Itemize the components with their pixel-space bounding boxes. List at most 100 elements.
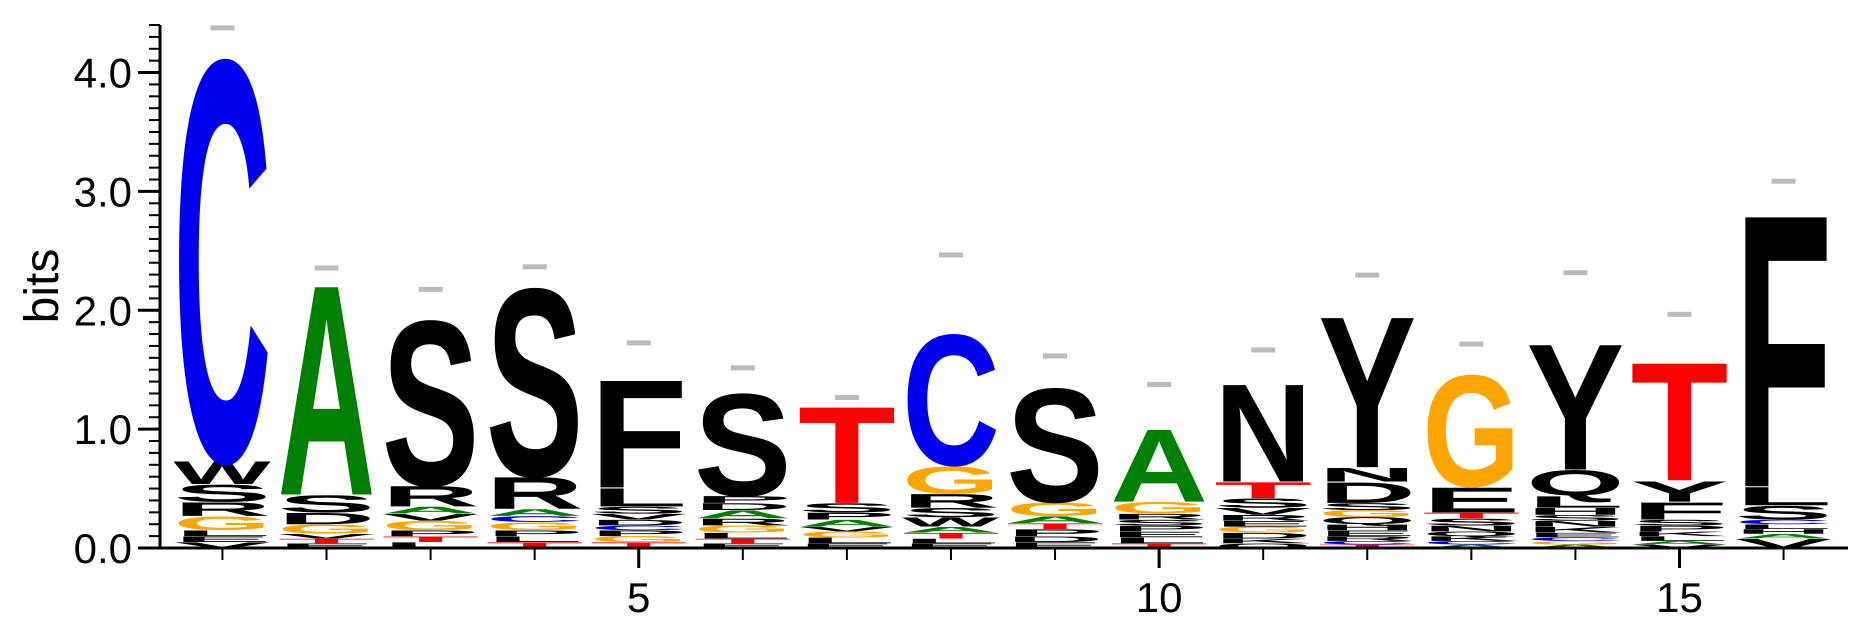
logo-letter-s-pos-5: S — [590, 505, 688, 516]
logo-letter-d-pos-2: D — [278, 510, 376, 528]
logo-letter-p-pos-6: P — [694, 494, 792, 505]
logo-letter-a-pos-4: A — [486, 507, 584, 518]
y-tick-label: 4.0 — [74, 50, 132, 97]
logo-letter-t-pos-10: T — [1110, 542, 1208, 549]
logo-letter-l-pos-16: L — [1735, 482, 1833, 511]
logo-letter-e-pos-13: E — [1422, 480, 1520, 520]
x-tick-label: 10 — [1136, 574, 1183, 621]
logo-letter-d-pos-9: D — [1006, 535, 1104, 544]
logo-letter-a-pos-3: A — [382, 505, 480, 516]
logo-letter-d-pos-5: D — [590, 518, 688, 527]
error-bar-pos-5 — [626, 340, 651, 346]
logo-letter-s-pos-8: S — [902, 505, 1000, 520]
axes: 0.0 1.0 2.0 3.0 4.0 5 10 15 bits — [16, 24, 1848, 621]
logo-letter-s-pos-3: S — [382, 271, 480, 535]
logo-letter-k-pos-14: K — [1526, 525, 1624, 534]
logo-letter-s-pos-14: S — [1526, 513, 1624, 522]
logo-letter-s-pos-16: S — [1735, 502, 1833, 524]
logo-letter-c-pos-12: C — [1318, 540, 1416, 545]
logo-letter-a-pos-13: A — [1422, 544, 1520, 549]
logo-letter-e-pos-7: E — [798, 542, 896, 549]
error-bar-pos-1 — [210, 25, 235, 31]
logo-letter-q-pos-13: Q — [1422, 530, 1520, 537]
y-tick-label: 2.0 — [74, 287, 132, 334]
logo-letter-l-pos-3: L — [382, 541, 480, 550]
error-bar-pos-8 — [938, 252, 963, 258]
logo-letter-q-pos-12: Q — [1318, 515, 1416, 526]
error-bar-pos-13 — [1459, 341, 1484, 347]
logo-letter-l-pos-14: L — [1526, 493, 1624, 511]
logo-letter-s-pos-10: S — [1110, 518, 1208, 527]
logo-letter-y-pos-14: Y — [1526, 306, 1624, 508]
x-axis-ticks: 5 10 15 — [221, 548, 1785, 621]
error-bar-pos-6 — [730, 365, 755, 371]
logo-letter-v-pos-2: V — [278, 533, 375, 540]
logo-letter-v-pos-3: V — [382, 512, 479, 523]
logo-letter-g-pos-5: G — [590, 535, 688, 544]
logo-letter-f-pos-5: F — [590, 348, 688, 521]
logo-letter-p-pos-9: P — [1006, 527, 1104, 538]
logo-letter-f-pos-16: F — [1735, 134, 1833, 570]
logo-letter-r-pos-6: R — [694, 517, 792, 528]
logo-letter-k-pos-11: K — [1214, 537, 1312, 544]
logo-letter-p-pos-3: P — [382, 529, 480, 538]
logo-letter-s-pos-7: S — [798, 501, 896, 516]
logo-letter-s-pos-15: S — [1631, 518, 1729, 527]
logo-letter-p-pos-7: P — [798, 511, 896, 522]
logo-letter-t-pos-2: T — [278, 537, 376, 544]
logo-letter-s-pos-1: S — [174, 480, 272, 507]
logo-letter-e-pos-11: E — [1214, 519, 1312, 528]
logo-letter-p-pos-10: P — [1110, 524, 1208, 533]
logo-letter-a-pos-6: A — [694, 508, 792, 521]
logo-letter-t-pos-3: T — [382, 535, 480, 544]
logo-letter-r-pos-10: R — [1110, 512, 1208, 521]
error-bar-pos-15 — [1667, 311, 1692, 317]
logo-letter-v-pos-5: V — [590, 512, 687, 521]
y-axis-label: bits — [16, 249, 69, 324]
error-bar-pos-16 — [1771, 178, 1796, 184]
logo-letter-l-pos-16: L — [1735, 523, 1833, 530]
logo-letter-n-pos-11: N — [1214, 355, 1312, 512]
logo-letter-g-pos-3: G — [382, 518, 480, 533]
logo-letter-e-pos-12: E — [1318, 529, 1416, 538]
error-bar-layer — [210, 25, 1796, 401]
logo-letter-h-pos-14: H — [1526, 506, 1624, 517]
logo-letter-a-pos-8: A — [902, 525, 1000, 534]
error-bar-pos-10 — [1147, 381, 1172, 387]
logo-letter-a-pos-15: A — [1631, 540, 1729, 545]
logo-letter-t-pos-8: T — [902, 531, 1000, 540]
logo-letter-r-pos-8: R — [902, 490, 1000, 512]
logo-letter-n-pos-12: N — [1318, 464, 1416, 486]
logo-letter-y-pos-15: Y — [1631, 475, 1729, 508]
logo-letter-k-pos-13: K — [1422, 535, 1520, 542]
logo-letter-r-pos-4: R — [486, 468, 584, 519]
logo-letter-t-pos-9: T — [1006, 522, 1104, 531]
logo-letter-c-pos-1: C — [174, 0, 272, 583]
logo-letter-p-pos-4: P — [486, 529, 584, 538]
logo-letter-w-pos-8: W — [902, 515, 1000, 530]
logo-letter-s-pos-11: S — [1214, 496, 1312, 511]
logo-letter-t-pos-13: T — [1422, 511, 1520, 520]
logo-letter-g-pos-7: G — [798, 530, 896, 539]
logo-letter-g-pos-9: G — [1006, 499, 1104, 521]
logo-letter-l-pos-10: L — [1110, 536, 1208, 545]
logo-letter-g-pos-10: G — [1110, 499, 1208, 517]
logo-letter-a-pos-7: A — [798, 518, 896, 529]
logo-letter-d-pos-11: D — [1214, 531, 1312, 540]
logo-letter-y-pos-12: Y — [1318, 273, 1416, 514]
error-bar-pos-11 — [1251, 347, 1276, 353]
logo-letter-t-pos-11: T — [1214, 478, 1312, 504]
logo-letter-g-pos-11: G — [1214, 525, 1312, 534]
logo-letter-v-pos-7: V — [798, 525, 895, 532]
logo-letter-q-pos-11: Q — [1214, 542, 1312, 549]
y-tick-label: 0.0 — [74, 525, 132, 572]
logo-letter-h-pos-16: H — [1735, 528, 1833, 535]
logo-letter-c-pos-5: C — [590, 524, 688, 531]
logo-letter-v-pos-1: V — [174, 541, 271, 550]
error-bar-pos-7 — [834, 395, 859, 401]
logo-letter-g-pos-1: G — [174, 513, 272, 535]
logo-letter-d-pos-12: D — [1318, 476, 1416, 509]
logo-letter-a-pos-10: A — [1110, 408, 1208, 524]
logo-letter-l-pos-4: L — [486, 535, 584, 544]
